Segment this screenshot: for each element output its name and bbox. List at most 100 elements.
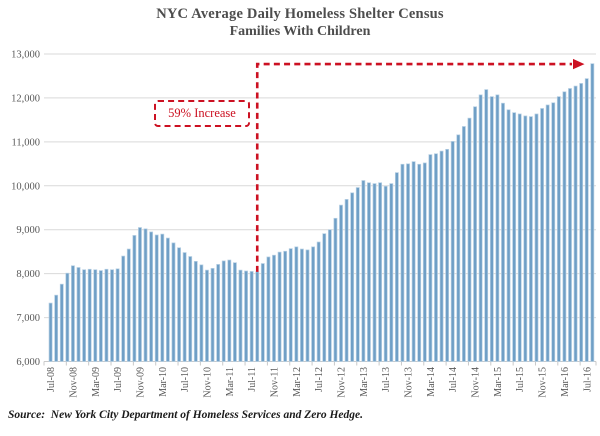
bar bbox=[288, 248, 293, 362]
x-tick-label: Mar-16 bbox=[560, 367, 571, 397]
x-tick-label: Mar-12 bbox=[292, 367, 303, 397]
bar bbox=[450, 141, 455, 362]
x-tick-label: Jul-14 bbox=[448, 367, 459, 392]
x-tick-label: Mar-13 bbox=[359, 367, 370, 397]
bar bbox=[54, 294, 59, 362]
chart-title: NYC Average Daily Homeless Shelter Censu… bbox=[156, 6, 444, 22]
bar bbox=[266, 256, 271, 362]
bar bbox=[305, 249, 310, 362]
bar bbox=[238, 269, 243, 362]
bar bbox=[149, 231, 154, 362]
bar bbox=[461, 126, 466, 362]
x-tick-label: Jul-12 bbox=[314, 367, 325, 392]
x-tick-label: Jul-09 bbox=[113, 367, 124, 392]
bar bbox=[562, 91, 567, 362]
x-tick-label: Nov-15 bbox=[538, 367, 549, 398]
bar bbox=[367, 182, 371, 362]
bar bbox=[82, 269, 87, 362]
bar bbox=[501, 102, 505, 362]
bar bbox=[551, 102, 556, 362]
bar bbox=[495, 94, 500, 362]
bar bbox=[227, 259, 232, 362]
x-tick-label: Jul-08 bbox=[46, 367, 57, 392]
x-tick-label: Nov-11 bbox=[270, 367, 281, 397]
source-note: Source: New York City Department of Home… bbox=[8, 409, 363, 421]
bar bbox=[260, 263, 265, 362]
bar bbox=[316, 241, 321, 362]
x-tick-label: Nov-13 bbox=[404, 367, 415, 398]
x-tick-label: Mar-11 bbox=[225, 367, 236, 396]
bar bbox=[244, 270, 248, 362]
bar bbox=[277, 251, 282, 362]
bar bbox=[411, 161, 416, 362]
bar bbox=[473, 106, 477, 362]
increase-annotation-label: 59% Increase bbox=[168, 106, 236, 120]
bar bbox=[467, 117, 472, 362]
y-tick-label: 13,000 bbox=[11, 50, 40, 61]
bar bbox=[389, 183, 394, 362]
bar bbox=[160, 233, 165, 362]
y-tick-label: 8,000 bbox=[16, 269, 40, 280]
bar bbox=[121, 255, 126, 362]
bar bbox=[339, 204, 343, 362]
bar bbox=[579, 83, 584, 362]
bar bbox=[529, 116, 533, 362]
bar bbox=[65, 272, 70, 362]
bar bbox=[534, 113, 539, 362]
x-tick-label: Jul-13 bbox=[381, 367, 392, 392]
x-tick-label: Mar-14 bbox=[426, 367, 437, 397]
bar bbox=[311, 246, 315, 362]
bar bbox=[154, 234, 159, 362]
y-tick-label: 7,000 bbox=[16, 313, 40, 324]
bar bbox=[104, 268, 109, 362]
x-tick-label: Jul-10 bbox=[180, 367, 191, 392]
x-tick-label: Nov-12 bbox=[337, 367, 348, 398]
bar bbox=[350, 192, 355, 362]
y-tick-label: 10,000 bbox=[11, 181, 40, 192]
bar bbox=[590, 63, 595, 362]
bar bbox=[445, 148, 450, 362]
bar bbox=[126, 248, 131, 362]
bar bbox=[205, 269, 209, 362]
bar bbox=[233, 262, 237, 362]
bar bbox=[283, 250, 288, 362]
bar bbox=[478, 94, 483, 362]
bar bbox=[372, 183, 377, 362]
bar bbox=[540, 108, 544, 362]
x-tick-label: Nov-09 bbox=[135, 367, 146, 398]
bar bbox=[210, 268, 215, 362]
bar bbox=[249, 271, 254, 362]
bar bbox=[417, 163, 422, 362]
bar bbox=[333, 217, 338, 362]
bar bbox=[439, 150, 444, 362]
x-tick-label: Nov-08 bbox=[68, 367, 79, 398]
bar bbox=[59, 283, 64, 362]
x-tick-label: Jul-16 bbox=[582, 367, 593, 392]
bar bbox=[545, 104, 550, 362]
bar bbox=[132, 235, 137, 362]
increase-annotation-box: 59% Increase bbox=[154, 100, 250, 127]
y-tick-label: 11,000 bbox=[12, 137, 41, 148]
bar bbox=[568, 88, 572, 362]
bar bbox=[171, 242, 176, 362]
bar bbox=[355, 187, 360, 362]
x-tick-label: Nov-10 bbox=[202, 367, 213, 398]
bar bbox=[434, 153, 438, 362]
bar bbox=[456, 134, 461, 362]
bar bbox=[71, 265, 75, 362]
x-tick-label: Mar-09 bbox=[91, 367, 102, 397]
bar bbox=[138, 227, 142, 362]
bar bbox=[300, 248, 304, 362]
bar bbox=[87, 268, 92, 362]
bar bbox=[221, 260, 226, 362]
increase-arrow bbox=[255, 62, 572, 272]
bar bbox=[512, 112, 517, 362]
bar bbox=[143, 228, 148, 362]
bar bbox=[48, 302, 53, 362]
arrowhead-icon bbox=[573, 58, 585, 70]
bar bbox=[400, 163, 405, 362]
bar bbox=[199, 264, 204, 362]
x-tick-label: Mar-10 bbox=[158, 367, 169, 397]
